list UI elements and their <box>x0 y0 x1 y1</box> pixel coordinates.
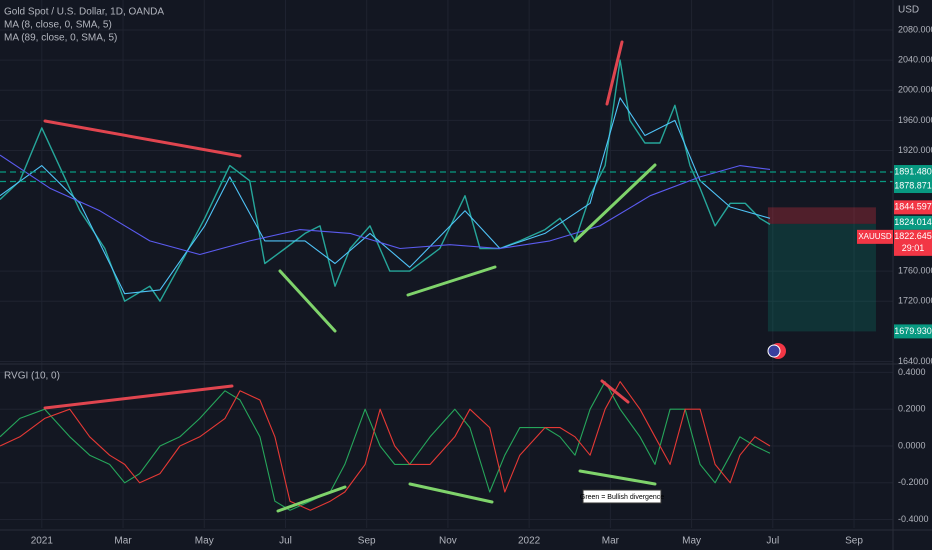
drawings <box>43 40 657 513</box>
series-line <box>0 97 771 295</box>
bearish-divergence-line <box>605 40 624 106</box>
bullish-divergence-line <box>406 265 497 297</box>
x-tick-label: Sep <box>845 536 863 547</box>
y-tick-label: 1760.000 <box>898 265 932 275</box>
price-label: 1679.930 <box>894 326 932 336</box>
x-tick-label: Mar <box>602 536 620 547</box>
bullish-divergence-line <box>573 163 657 243</box>
legend-entry: MA (89, close, 0, SMA, 5) <box>4 33 117 44</box>
price-label: 1891.480 <box>894 166 932 176</box>
price-label: 1844.597 <box>894 202 932 212</box>
x-tick-label: Nov <box>439 536 457 547</box>
y-tick-label: 1720.000 <box>898 296 932 306</box>
series-line <box>0 381 771 511</box>
x-tick-label: May <box>195 536 214 547</box>
osc-bearish-line <box>600 379 630 404</box>
y-tick-label: 1960.000 <box>898 115 932 125</box>
price-label-box <box>894 179 932 194</box>
y-tick-label: 0.4000 <box>898 367 926 377</box>
flag-icon-face[interactable] <box>767 344 781 358</box>
bearish-divergence-line <box>43 119 242 158</box>
x-tick-label: 2021 <box>31 536 54 547</box>
annotation: Green = Bullish divergence <box>580 494 664 501</box>
series-line <box>0 154 771 256</box>
price-line <box>0 59 771 302</box>
price-label: 1822.645 <box>894 231 932 241</box>
y-tick-label: 0.0000 <box>898 440 926 450</box>
x-tick-label: Jul <box>279 536 292 547</box>
axis-labels: 2021 Mar May Jul Sep Nov 2022 Mar May Jul Sep 2080.… <box>31 24 932 547</box>
osc-bullish-line <box>408 482 494 504</box>
x-tick-label: May <box>682 536 701 547</box>
x-tick-label: 2022 <box>518 536 541 547</box>
price-label-box <box>894 324 932 339</box>
countdown: 29:01 <box>902 243 925 253</box>
x-tick-label: Sep <box>358 536 376 547</box>
y-tick-label: 1920.000 <box>898 145 932 155</box>
legend-entry: MA (8, close, 0, SMA, 5) <box>4 20 112 31</box>
y-tick-label: 2080.000 <box>898 24 932 34</box>
chart-title: Gold Spot / U.S. Dollar, 1D, OANDA <box>4 7 164 18</box>
price-label-box <box>894 165 932 180</box>
price-label: 1824.014 <box>894 217 932 227</box>
x-tick-label: Jul <box>766 536 779 547</box>
osc-bearish-line <box>43 384 234 410</box>
symbol-label: XAUUSD <box>858 232 892 241</box>
osc-bullish-line <box>276 485 347 513</box>
stop-zone <box>767 207 876 224</box>
y-tick-label: -0.4000 <box>898 514 929 524</box>
y-tick-label: 2040.000 <box>898 54 932 64</box>
y-tick-label: -0.2000 <box>898 477 929 487</box>
price-label: 1878.871 <box>894 180 932 190</box>
price-label-box <box>894 229 932 256</box>
x-tick-label: Mar <box>114 536 132 547</box>
symbol-box <box>857 229 893 244</box>
axis-unit: USD <box>898 5 919 16</box>
indicator-title: RVGI (10, 0) <box>4 371 60 382</box>
osc-bullish-line <box>578 469 657 486</box>
annotation-box <box>582 489 662 504</box>
y-tick-label: 1640.000 <box>898 356 932 366</box>
bullish-divergence-line <box>278 269 337 333</box>
price-label-box <box>894 200 932 215</box>
y-tick-label: 0.2000 <box>898 404 926 414</box>
price-label-box <box>894 215 932 230</box>
flag-icon[interactable] <box>767 343 786 359</box>
y-tick-label: 2000.000 <box>898 85 932 95</box>
